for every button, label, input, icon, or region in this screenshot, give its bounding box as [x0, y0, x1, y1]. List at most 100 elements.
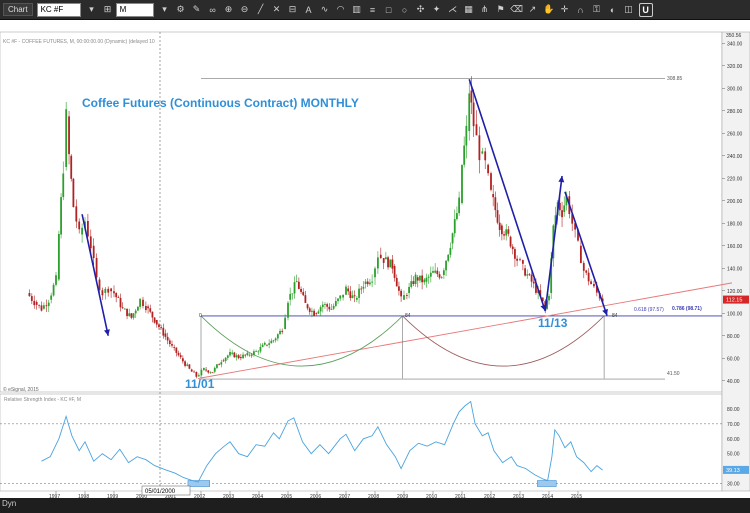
candle-body	[423, 279, 426, 283]
candle-body	[149, 308, 152, 312]
candle-body	[188, 364, 191, 369]
rsi-current-label: 39.13	[726, 468, 740, 474]
cursor-date-box	[141, 485, 191, 496]
twitter-icon[interactable]: ✦	[432, 4, 441, 14]
candle-body	[270, 340, 273, 344]
candle-body	[590, 281, 592, 285]
lock-icon[interactable]: ⚿	[593, 4, 600, 14]
split-icon[interactable]: ◫	[624, 4, 633, 14]
candle-body	[302, 291, 305, 296]
chart-tab[interactable]: Chart	[3, 3, 33, 16]
candle-body	[60, 197, 62, 235]
bars-icon[interactable]: ▥	[352, 4, 361, 14]
flag-icon[interactable]: ⚑	[496, 4, 505, 14]
candle-body	[382, 258, 385, 263]
interval-dropdown-icon[interactable]: ▾	[162, 4, 167, 14]
candle-body	[349, 291, 352, 298]
candle-body	[89, 236, 92, 249]
line-tool-icon[interactable]: ╱	[257, 4, 264, 14]
arrow-tool-icon[interactable]: ↗	[528, 4, 537, 14]
arc-tool-icon[interactable]: ◠	[336, 4, 345, 14]
rsi-current-tag	[723, 465, 749, 474]
candle-body	[351, 295, 354, 298]
candle-body	[554, 215, 557, 228]
candle-body	[593, 284, 595, 287]
grid-icon[interactable]: ▦	[464, 4, 473, 14]
candle-body	[328, 306, 331, 310]
candle-body	[30, 296, 33, 301]
eraser-icon[interactable]: ⌫	[510, 4, 523, 14]
arrow-2014-up	[544, 175, 563, 312]
candle-body	[279, 330, 281, 335]
candle-body	[195, 371, 198, 377]
pencil-icon[interactable]: ✎	[192, 4, 201, 14]
u-button[interactable]: U	[638, 2, 653, 17]
candle-body	[226, 355, 229, 358]
color-icon[interactable]: ◐	[609, 4, 616, 15]
zoom-in-icon[interactable]: ⊕	[224, 4, 233, 14]
link-icon[interactable]: ∞	[209, 4, 216, 15]
rsi-tick-label: 80.00	[727, 407, 740, 413]
candle-body	[535, 283, 537, 293]
candle-body	[369, 282, 371, 285]
settings-icon[interactable]: ⚙	[176, 4, 185, 14]
arrow-2015	[564, 191, 608, 316]
ellipse-tool-icon[interactable]: ○	[401, 4, 408, 15]
arc-zero-label: 0	[199, 313, 202, 319]
fib-icon[interactable]: ≡	[369, 4, 376, 15]
candle-body	[414, 274, 417, 285]
arc-end-label: 84	[612, 313, 618, 319]
candle-body	[168, 340, 171, 345]
candle-body	[358, 288, 360, 298]
candle-body	[171, 344, 173, 346]
price-tick-label: 340.00	[727, 41, 743, 47]
zoom-out-icon[interactable]: ⊖	[240, 4, 249, 14]
watermark: © eSignal, 2015	[3, 386, 39, 393]
magnet-icon[interactable]: ∩	[577, 4, 584, 15]
candle-body	[222, 360, 225, 362]
candle-body	[324, 304, 326, 305]
candle-body	[406, 295, 408, 296]
candle-body	[546, 300, 549, 309]
rsi-line	[41, 400, 603, 483]
ruler-icon[interactable]: ⊟	[288, 4, 297, 14]
candle-body	[362, 286, 365, 289]
dyn-button[interactable]: Dyn	[2, 499, 17, 508]
fan-icon[interactable]: ⋌	[448, 4, 458, 14]
x-tick-label: 2013	[513, 494, 524, 498]
hand-icon[interactable]: ✋	[542, 4, 555, 14]
dropdown-icon[interactable]: ▾	[89, 4, 94, 14]
price-tick-label: 160.00	[727, 244, 743, 250]
candle-body	[248, 354, 251, 356]
candle-body	[453, 219, 456, 234]
rect-tool-icon[interactable]: □	[385, 4, 392, 15]
gann-icon[interactable]: ✣	[416, 4, 425, 14]
candle-body	[355, 297, 358, 300]
candle-body	[384, 257, 387, 260]
candle-body	[72, 178, 75, 208]
candle-body	[456, 213, 458, 220]
candle-body	[145, 306, 147, 311]
symbol-input[interactable]: KC #F	[36, 2, 81, 17]
crosshair-icon[interactable]: ✛	[560, 4, 569, 14]
candle-body	[498, 222, 501, 230]
candle-body	[246, 352, 249, 356]
high-line-label: 308.85	[667, 76, 683, 82]
candle-body	[117, 297, 120, 298]
text-tool-icon[interactable]: A	[305, 4, 312, 15]
interval-input[interactable]: M	[115, 2, 154, 17]
x-tick-label: 1997	[49, 494, 60, 498]
candle-body	[400, 290, 402, 297]
candle-body	[179, 355, 182, 358]
candle-body	[137, 306, 139, 311]
candle-body	[50, 295, 53, 300]
pitchfork-icon[interactable]: ⋔	[480, 4, 489, 14]
candle-body	[364, 281, 367, 284]
candle-body	[132, 313, 135, 318]
candle-body	[98, 279, 101, 291]
wave-tool-icon[interactable]: ∿	[320, 4, 329, 14]
x-tick-label: 2015	[571, 494, 582, 498]
candle-body	[427, 276, 430, 278]
cross-tool-icon[interactable]: ✕	[272, 4, 281, 14]
add-symbol-icon[interactable]: ⊞	[103, 4, 112, 14]
